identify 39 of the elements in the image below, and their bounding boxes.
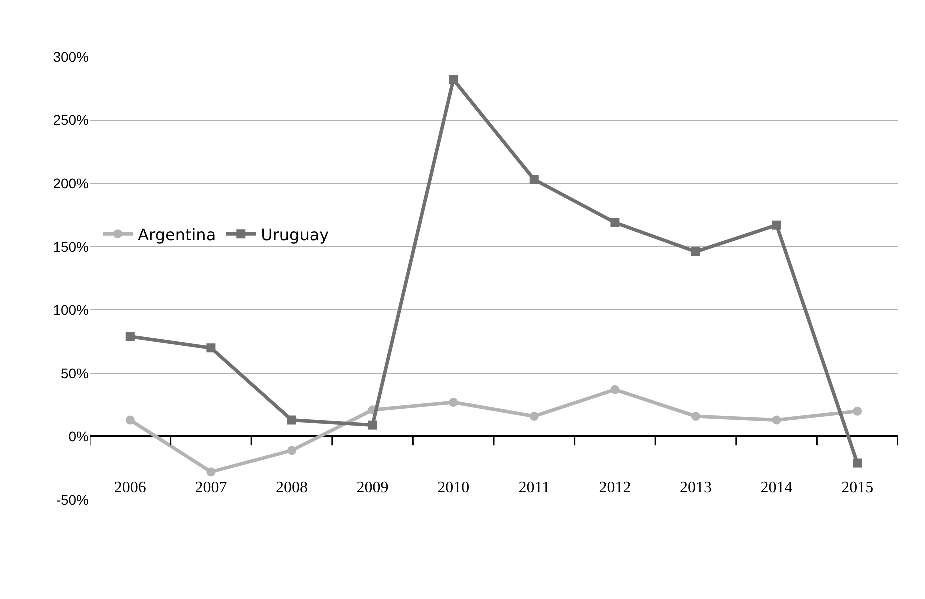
y-tick-label: 150%: [53, 238, 89, 255]
point: [610, 385, 620, 394]
point: [288, 416, 296, 425]
x-tick-label: 2014: [760, 480, 793, 497]
point: [772, 416, 782, 425]
x-tick-label: 2011: [518, 480, 550, 497]
point: [288, 446, 296, 456]
y-tick-label: 0%: [68, 428, 89, 445]
y-tick-label: 100%: [53, 302, 89, 318]
x-tick-label: 2015: [842, 480, 874, 497]
y-tick-label: 300%: [53, 48, 89, 65]
x-tick-label: 2008: [276, 480, 308, 497]
y-tick-label: 250%: [53, 112, 89, 128]
y-tick-label: 200%: [53, 175, 89, 192]
x-tick-label: 2012: [599, 480, 632, 497]
point: [126, 416, 135, 425]
x-tick-label: 2009: [356, 480, 389, 497]
x-tick-label: 2007: [195, 480, 228, 497]
legend-label: Argentina: [138, 225, 216, 244]
x-tick-label: 2006: [114, 480, 146, 497]
point: [530, 412, 539, 421]
x-tick-label: 2013: [680, 480, 712, 497]
point: [368, 420, 378, 430]
point: [449, 75, 458, 84]
y-tick-label: -50%: [56, 492, 89, 508]
x-tick-label: 2010: [438, 480, 470, 497]
point: [853, 406, 862, 416]
point: [530, 175, 539, 184]
point: [772, 220, 782, 230]
legend-label: Uruguay: [261, 225, 330, 244]
point: [126, 332, 135, 342]
point: [692, 412, 700, 421]
point: [692, 247, 700, 256]
point: [449, 398, 458, 408]
y-tick-label: 50%: [60, 365, 89, 382]
point: [206, 468, 216, 477]
point: [206, 344, 216, 353]
point: [853, 458, 862, 468]
point: [610, 218, 620, 228]
